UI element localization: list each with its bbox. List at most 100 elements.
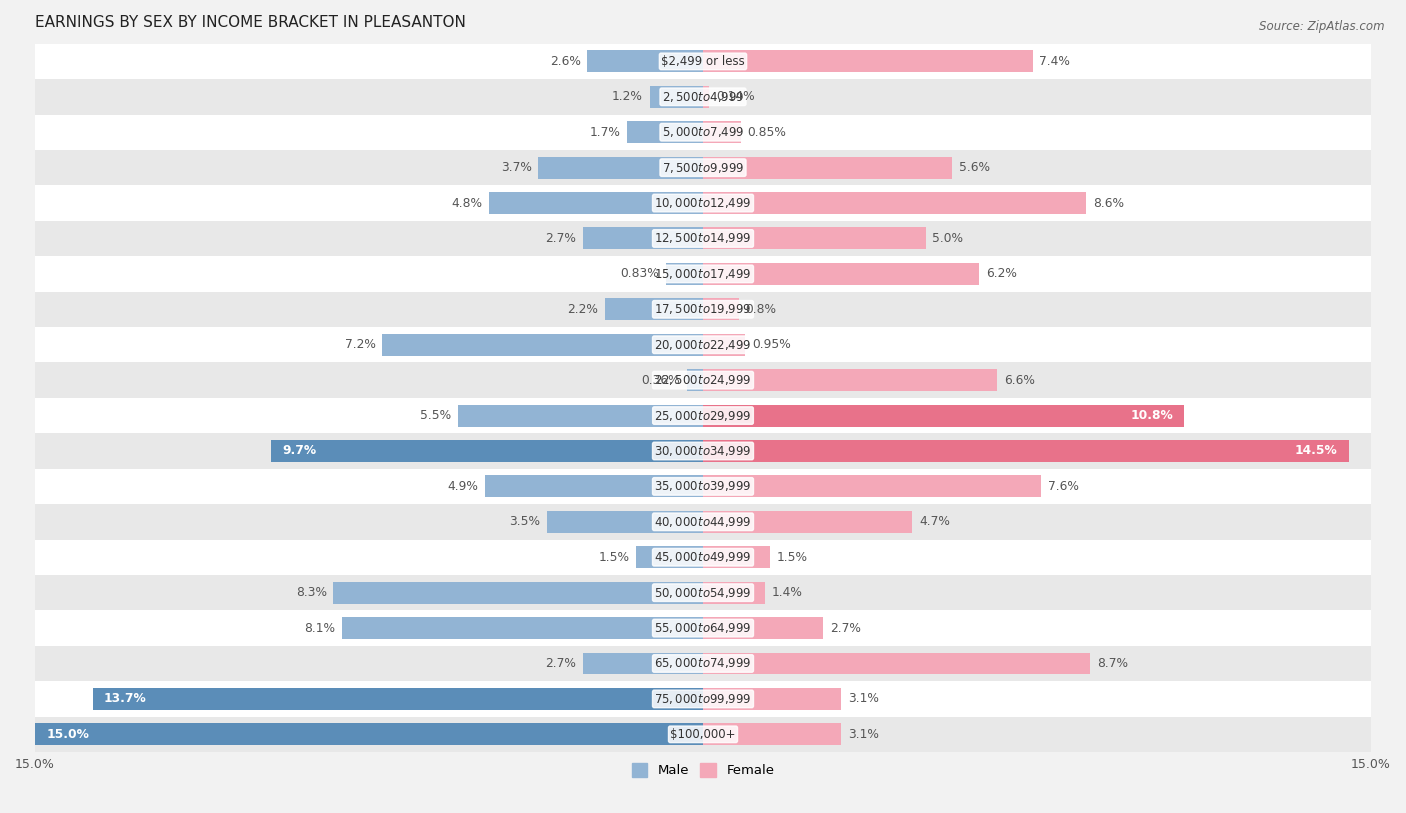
Legend: Male, Female: Male, Female (631, 763, 775, 777)
Bar (703, 476, 1042, 498)
Bar (35, 150, 1371, 185)
Text: $2,500 to $4,999: $2,500 to $4,999 (662, 89, 744, 104)
Text: 13.7%: 13.7% (104, 693, 146, 706)
Text: 2.7%: 2.7% (546, 232, 576, 245)
Text: 4.7%: 4.7% (920, 515, 950, 528)
Bar (582, 653, 703, 675)
Bar (688, 369, 703, 391)
Text: 1.5%: 1.5% (599, 550, 630, 563)
Text: $65,000 to $74,999: $65,000 to $74,999 (654, 656, 752, 671)
Text: 15.0%: 15.0% (46, 728, 89, 741)
Bar (605, 298, 703, 320)
Bar (35, 185, 1371, 221)
Text: 1.5%: 1.5% (776, 550, 807, 563)
Text: Source: ZipAtlas.com: Source: ZipAtlas.com (1260, 20, 1385, 33)
Text: 8.3%: 8.3% (295, 586, 326, 599)
Bar (582, 228, 703, 250)
Bar (703, 86, 709, 108)
Bar (35, 363, 1371, 398)
Text: 1.4%: 1.4% (772, 586, 803, 599)
Bar (538, 157, 703, 179)
Bar (703, 228, 925, 250)
Bar (547, 511, 703, 533)
Bar (650, 86, 703, 108)
Text: 0.8%: 0.8% (745, 302, 776, 315)
Bar (489, 192, 703, 214)
Text: 3.1%: 3.1% (848, 693, 879, 706)
Text: 2.2%: 2.2% (568, 302, 599, 315)
Text: 0.36%: 0.36% (641, 374, 681, 387)
Text: 2.6%: 2.6% (550, 54, 581, 67)
Text: $17,500 to $19,999: $17,500 to $19,999 (654, 302, 752, 316)
Bar (35, 44, 1371, 79)
Bar (35, 540, 1371, 575)
Text: 5.0%: 5.0% (932, 232, 963, 245)
Bar (35, 398, 1371, 433)
Bar (93, 688, 703, 710)
Text: 5.5%: 5.5% (420, 409, 451, 422)
Text: $40,000 to $44,999: $40,000 to $44,999 (654, 515, 752, 528)
Bar (703, 405, 1184, 427)
Bar (35, 221, 1371, 256)
Text: 9.7%: 9.7% (283, 445, 316, 458)
Text: 14.5%: 14.5% (1295, 445, 1337, 458)
Text: $22,500 to $24,999: $22,500 to $24,999 (654, 373, 752, 387)
Bar (703, 724, 841, 746)
Bar (35, 256, 1371, 292)
Text: $15,000 to $17,499: $15,000 to $17,499 (654, 267, 752, 280)
Bar (342, 617, 703, 639)
Bar (458, 405, 703, 427)
Bar (35, 646, 1371, 681)
Text: $55,000 to $64,999: $55,000 to $64,999 (654, 621, 752, 635)
Bar (35, 681, 1371, 716)
Bar (35, 433, 1371, 468)
Text: 10.8%: 10.8% (1130, 409, 1173, 422)
Text: 3.5%: 3.5% (509, 515, 540, 528)
Bar (703, 298, 738, 320)
Bar (35, 716, 1371, 752)
Text: 5.6%: 5.6% (959, 161, 990, 174)
Bar (636, 546, 703, 568)
Bar (35, 327, 1371, 363)
Text: 2.7%: 2.7% (546, 657, 576, 670)
Bar (35, 724, 703, 746)
Bar (627, 121, 703, 143)
Bar (703, 511, 912, 533)
Text: 7.6%: 7.6% (1047, 480, 1078, 493)
Text: 4.8%: 4.8% (451, 197, 482, 210)
Bar (703, 440, 1348, 462)
Text: 1.7%: 1.7% (589, 126, 620, 139)
Text: 4.9%: 4.9% (447, 480, 478, 493)
Bar (35, 292, 1371, 327)
Text: $5,000 to $7,499: $5,000 to $7,499 (662, 125, 744, 139)
Text: 3.1%: 3.1% (848, 728, 879, 741)
Text: EARNINGS BY SEX BY INCOME BRACKET IN PLEASANTON: EARNINGS BY SEX BY INCOME BRACKET IN PLE… (35, 15, 465, 30)
Bar (703, 653, 1091, 675)
Bar (703, 369, 997, 391)
Text: $25,000 to $29,999: $25,000 to $29,999 (654, 409, 752, 423)
Bar (382, 334, 703, 356)
Text: 3.7%: 3.7% (501, 161, 531, 174)
Text: 7.4%: 7.4% (1039, 54, 1070, 67)
Text: $45,000 to $49,999: $45,000 to $49,999 (654, 550, 752, 564)
Text: $35,000 to $39,999: $35,000 to $39,999 (654, 480, 752, 493)
Text: $30,000 to $34,999: $30,000 to $34,999 (654, 444, 752, 458)
Text: 8.7%: 8.7% (1097, 657, 1128, 670)
Bar (485, 476, 703, 498)
Text: 7.2%: 7.2% (344, 338, 375, 351)
Text: $10,000 to $12,499: $10,000 to $12,499 (654, 196, 752, 210)
Bar (703, 121, 741, 143)
Bar (703, 192, 1085, 214)
Text: 6.2%: 6.2% (986, 267, 1017, 280)
Text: $20,000 to $22,499: $20,000 to $22,499 (654, 337, 752, 352)
Text: $50,000 to $54,999: $50,000 to $54,999 (654, 585, 752, 600)
Text: 6.6%: 6.6% (1004, 374, 1035, 387)
Bar (271, 440, 703, 462)
Bar (35, 79, 1371, 115)
Text: $12,500 to $14,999: $12,500 to $14,999 (654, 232, 752, 246)
Text: 0.85%: 0.85% (748, 126, 786, 139)
Bar (588, 50, 703, 72)
Bar (703, 617, 824, 639)
Bar (35, 611, 1371, 646)
Bar (35, 468, 1371, 504)
